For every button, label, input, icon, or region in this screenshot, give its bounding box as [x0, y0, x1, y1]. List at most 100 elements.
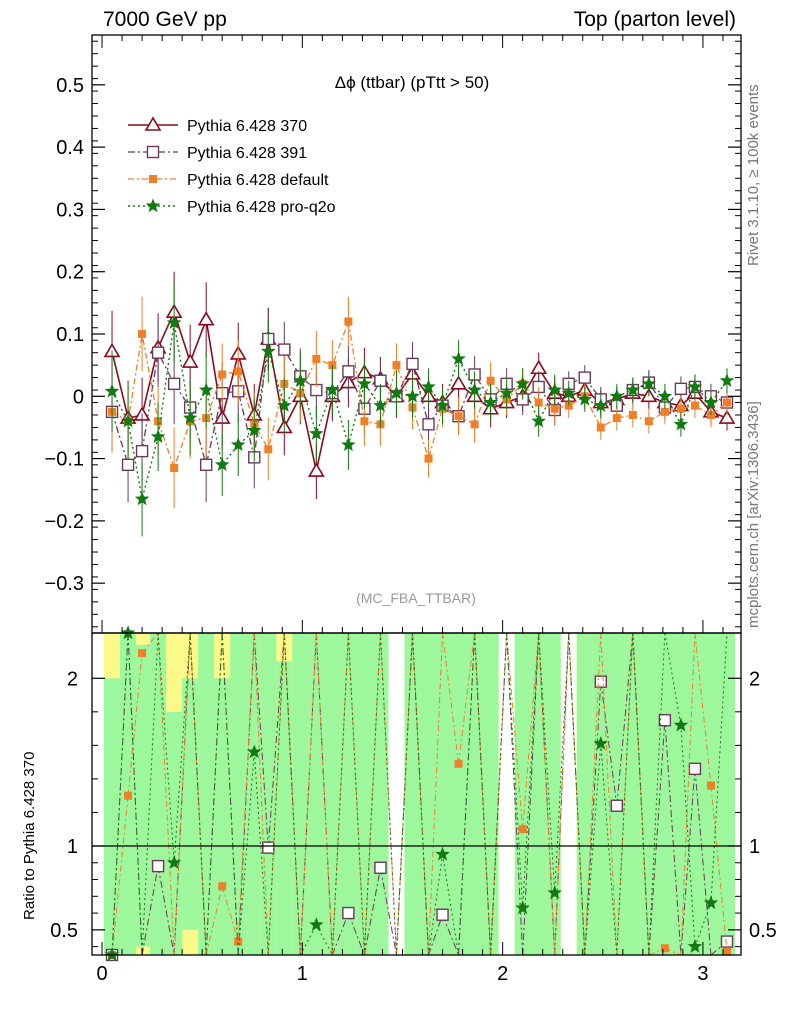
ratio-point-proq2o [593, 736, 609, 750]
legend-entry-default: Pythia 6.428 default [187, 172, 329, 189]
ratio-line-segment [694, 632, 712, 786]
ratio-y-tick-label-right: 2 [749, 668, 760, 690]
band-inner-20 [420, 633, 435, 955]
data-point-default [470, 420, 479, 429]
ratio-point-p391 [688, 762, 702, 776]
series-line-p391 [111, 337, 728, 467]
ratio-line-segment [600, 632, 618, 956]
ratio-series-default [108, 632, 731, 959]
ratio-line-segment [283, 632, 301, 956]
band-inner-21 [434, 633, 451, 955]
ratio-point-default [234, 937, 243, 946]
data-point-proq2o [134, 491, 150, 506]
band-inner-27 [530, 633, 547, 955]
ratio-line-segment [299, 632, 317, 956]
ratio-line-segment [554, 632, 570, 956]
ratio-line-segment [141, 632, 159, 956]
ratio-line-segment [331, 632, 349, 956]
band-inner-10 [260, 633, 277, 955]
data-point-p391 [674, 382, 688, 396]
data-point-default [550, 404, 559, 413]
data-point-default [644, 417, 653, 426]
data-point-p391 [121, 458, 135, 472]
band-inner-16 [356, 633, 373, 955]
x-tick-label: 0 [96, 963, 107, 985]
ratio-y-tick-label-right: 1 [749, 836, 760, 858]
band-inner-7 [214, 678, 231, 955]
data-point-p370 [450, 375, 467, 390]
data-point-proq2o [609, 388, 625, 403]
band-inner-23 [466, 633, 483, 955]
ratio-line-segment [616, 632, 634, 806]
ratio-line-segment [474, 632, 492, 956]
ratio-point-proq2o [435, 846, 450, 861]
band-inner-24 [482, 633, 499, 955]
ratio-point-proq2o [547, 885, 562, 900]
ratio-line-segment [506, 632, 524, 909]
band-inner-17 [372, 633, 389, 955]
legend-marker-p391 [146, 145, 160, 159]
rivet-version-label: Rivet 3.1.10, ≥ 100k events [745, 84, 762, 266]
ratio-line-segment [221, 632, 239, 956]
mcplots-label: mcplots.cern.ch [arXiv:1306.3436] [745, 401, 762, 628]
ratio-line-segment [347, 632, 365, 956]
data-point-p391 [406, 357, 419, 371]
ratio-line-segment [157, 632, 175, 956]
data-point-proq2o [341, 437, 356, 451]
data-point-default [722, 398, 731, 407]
ratio-point-default [518, 825, 527, 834]
data-point-default [344, 317, 353, 326]
data-point-proq2o [483, 394, 498, 409]
analysis-watermark: (MC_FBA_TTBAR) [356, 590, 476, 606]
y-tick-label: −0.3 [45, 573, 84, 595]
band-inner-38 [702, 633, 719, 955]
ratio-line-segment [141, 866, 159, 956]
data-point-default [660, 407, 669, 416]
ratio-line-segment [205, 632, 223, 956]
data-point-p370 [181, 353, 199, 368]
data-point-proq2o [373, 397, 388, 412]
data-point-proq2o [104, 383, 120, 398]
ratio-line-segment [694, 768, 712, 956]
y-tick-label: 0.1 [56, 324, 84, 346]
ratio-line-segment [522, 632, 540, 909]
ratio-line-segment [442, 854, 460, 956]
data-point-proq2o [421, 379, 436, 394]
y-tick-label: 0.5 [56, 75, 84, 97]
data-point-proq2o [182, 410, 198, 425]
series-proq2o [104, 282, 735, 537]
ratio-line-segment [363, 632, 381, 956]
ratio-line-segment [490, 632, 508, 956]
ratio-line-segment [554, 632, 570, 956]
ratio-line-segment [189, 632, 207, 956]
y-tick-label: 0.2 [56, 262, 84, 284]
x-tick-label: 1 [297, 963, 308, 985]
data-point-proq2o [150, 429, 166, 443]
data-point-proq2o [166, 315, 182, 329]
band-inner-28 [546, 633, 561, 955]
data-point-proq2o [451, 351, 466, 366]
ratio-line-segment [237, 632, 255, 956]
ratio-panel-frame [91, 632, 742, 956]
header-level: Top (parton level) [573, 8, 736, 31]
ratio-line-segment [253, 752, 269, 956]
band-inner-13 [308, 633, 325, 955]
band-inner-14 [324, 633, 341, 955]
ratio-line-segment [458, 632, 476, 956]
y-tick-label: 0.3 [56, 199, 84, 221]
ratio-line-segment [315, 632, 333, 956]
ratio-line-segment [538, 632, 556, 956]
data-point-proq2o [641, 376, 657, 391]
data-point-proq2o [261, 343, 276, 358]
ratio-line-segment [490, 632, 508, 956]
band-inner-37 [686, 633, 703, 955]
legend-entry-p370: Pythia 6.428 370 [187, 118, 307, 135]
data-point-proq2o [120, 413, 136, 428]
data-point-default [312, 354, 321, 363]
axis-ticks: −0.3 −0.2 −0.1 0 0.1 0.2 0.3 0.4 0.5 0 1 2 3 0.5 0.5 1 1… [45, 35, 777, 985]
data-point-p370 [718, 409, 736, 424]
band-inner-19 [404, 633, 421, 955]
ratio-point-default [722, 947, 731, 956]
ratio-point-proq2o [673, 717, 689, 732]
